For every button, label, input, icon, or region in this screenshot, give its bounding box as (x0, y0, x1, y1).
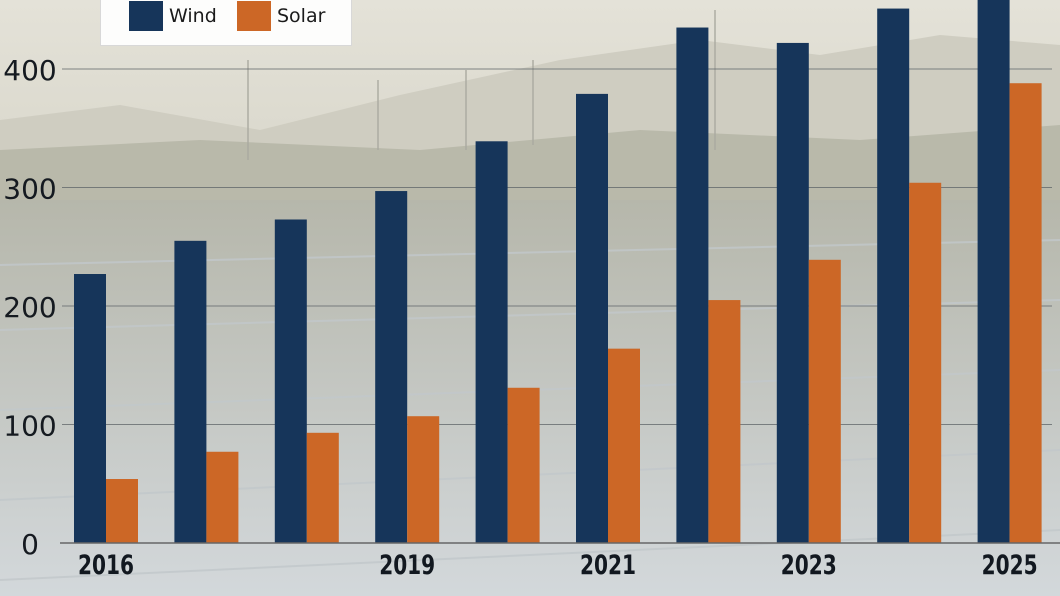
bar-solar-2016 (106, 479, 138, 543)
bar-wind-2024 (877, 8, 910, 543)
y-tick-label: 300 (3, 173, 56, 206)
legend-item-wind: Wind (129, 1, 217, 31)
legend-swatch-wind (129, 1, 163, 31)
bar-solar-2021 (608, 348, 640, 543)
x-tick-label: 2016 (78, 550, 134, 581)
bar-wind-2021 (576, 93, 608, 543)
bar-solar-2018 (306, 432, 339, 543)
legend: Wind Solar (100, 0, 352, 46)
legend-label-solar: Solar (277, 5, 326, 27)
x-tick-label: 2021 (580, 550, 636, 581)
y-tick-label: 400 (3, 54, 56, 87)
bar-wind-2017 (174, 240, 207, 543)
y-tick-label: 0 (21, 528, 39, 561)
bar-solar-2024 (909, 182, 942, 543)
bar-wind-2023 (776, 42, 809, 544)
bar-wind-2019 (375, 191, 408, 543)
y-tick-label: 200 (3, 291, 56, 324)
bar-solar-2025 (1009, 83, 1042, 543)
bar-solar-2022 (708, 300, 741, 543)
x-tick-label: 2023 (781, 550, 837, 581)
bar-solar-2020 (507, 387, 540, 543)
bar-solar-2019 (407, 416, 440, 543)
x-tick-label: 2025 (982, 550, 1038, 581)
legend-label-wind: Wind (169, 5, 217, 27)
x-tick-label: 2019 (379, 550, 435, 581)
x-axis-ticks: 2016 2019 2021 2023 2025 (78, 550, 1038, 581)
bar-wind-2025 (977, 0, 1010, 544)
bar-wind-2020 (475, 141, 508, 543)
bar-solar-2017 (206, 451, 239, 543)
bar-solar-2023 (808, 259, 841, 543)
y-tick-label: 100 (3, 410, 56, 443)
y-axis-ticks: 0 100 200 300 400 (3, 54, 56, 561)
legend-item-solar: Solar (237, 1, 325, 31)
bar-wind-2016 (74, 274, 106, 543)
bars (74, 0, 1042, 544)
bar-wind-2022 (676, 27, 709, 543)
legend-swatch-solar (237, 1, 271, 31)
bar-wind-2018 (274, 219, 307, 543)
